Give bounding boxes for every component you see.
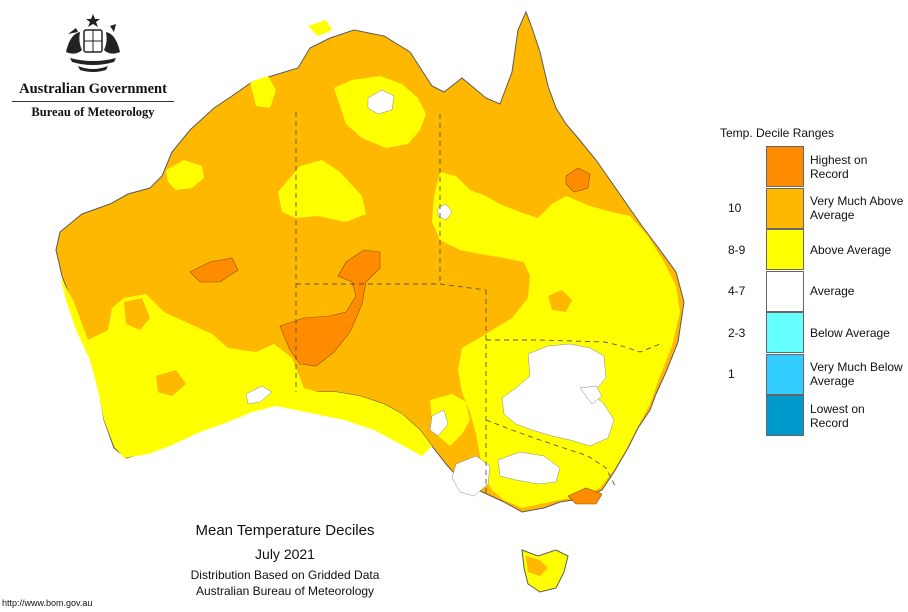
legend-swatch: [766, 270, 804, 312]
logo-divider: [12, 101, 174, 102]
legend-code: 10: [728, 201, 742, 215]
legend-row: 10 Very Much Above Average: [728, 187, 906, 229]
state-borders: [295, 112, 661, 496]
government-title: Australian Government: [19, 81, 167, 97]
map-subtitle-line2: Australian Bureau of Meteorology: [195, 584, 375, 598]
legend-row: Highest on Record: [728, 146, 906, 187]
legend-code: [728, 146, 754, 187]
legend-label: Very Much Below Average: [810, 360, 903, 388]
legend-row: Lowest on Record: [728, 395, 906, 436]
legend-label: Average: [810, 284, 855, 298]
legend-code: 8-9: [728, 242, 746, 257]
legend-label: Below Average: [810, 325, 890, 340]
legend-code: 2-3: [728, 325, 746, 340]
legend-code: [728, 395, 754, 436]
average-regions: [245, 89, 615, 497]
source-url-link[interactable]: http://www.bom.gov.au: [2, 598, 93, 608]
legend-swatch: [766, 395, 804, 436]
legend-swatch: [766, 146, 804, 187]
legend-code: 4-7: [728, 284, 746, 298]
legend-row: 8-9 Above Average: [728, 229, 906, 270]
legend-swatch: [766, 187, 804, 229]
legend-row: 2-3 Below Average: [728, 312, 906, 353]
map-subtitle-line1: Distribution Based on Gridded Data: [190, 568, 380, 582]
legend-label: Very Much Above Average: [810, 194, 904, 222]
legend-row: 4-7 Average: [728, 270, 906, 312]
legend-title: Temp. Decile Ranges: [720, 126, 835, 140]
legend-swatch: [766, 312, 804, 353]
map-title: Mean Temperature Deciles: [195, 522, 375, 539]
map-date: July 2021: [255, 546, 315, 562]
legend-row: 1 Very Much Below Average: [728, 353, 906, 395]
legend-code: 1: [728, 367, 735, 381]
decile-10-blobs: [124, 290, 572, 396]
legend-swatch: [766, 353, 804, 395]
legend-label: Lowest on Record: [810, 401, 865, 430]
coat-of-arms-icon: [66, 14, 120, 72]
highest-on-record-regions: [189, 167, 603, 505]
legend-swatch: [766, 229, 804, 270]
legend-label: Highest on Record: [810, 152, 868, 181]
tasmania-decile-10: [526, 556, 548, 576]
legend-label: Above Average: [810, 242, 892, 257]
bureau-subtitle: Bureau of Meteorology: [31, 105, 155, 119]
bom-logo-block: Australian Government Bureau of Meteorol…: [8, 12, 178, 120]
